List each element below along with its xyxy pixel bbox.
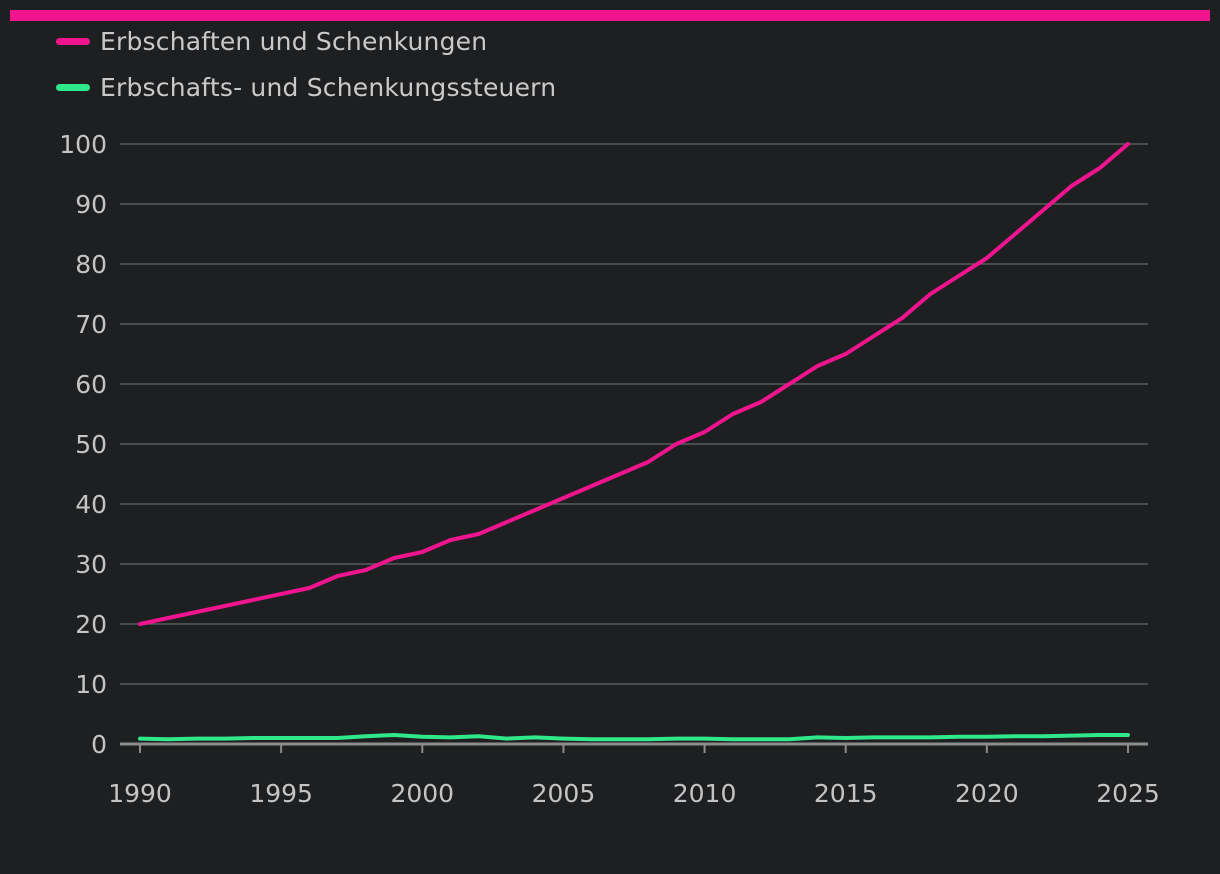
y-tick-label-20: 20 [75,610,107,639]
legend-swatch-inheritances [56,37,90,45]
y-tick-label-0: 0 [91,730,107,759]
x-tick-label-1990: 1990 [108,779,172,808]
legend-swatch-taxes [56,83,90,91]
gridlines [120,143,1148,685]
x-tick-label-2020: 2020 [955,779,1019,808]
x-axis-tick-labels: 1990 1995 2000 2005 2010 2015 2020 2025 [108,779,1160,808]
x-tick-label-1995: 1995 [249,779,313,808]
y-tick-label-100: 100 [59,130,107,159]
y-tick-label-30: 30 [75,550,107,579]
series-line-inheritances [138,142,1130,626]
x-tick-label-2015: 2015 [814,779,878,808]
accent-bar [10,10,1210,21]
series-line-taxes [138,733,1130,742]
y-tick-label-80: 80 [75,250,107,279]
x-tick-label-2005: 2005 [532,779,596,808]
x-tick-label-2010: 2010 [673,779,737,808]
y-tick-label-50: 50 [75,430,107,459]
legend-item-taxes[interactable]: Erbschafts- und Schenkungssteuern [56,70,556,104]
y-tick-label-90: 90 [75,190,107,219]
x-axis [120,742,1148,753]
y-tick-label-10: 10 [75,670,107,699]
series-lines [138,142,1130,742]
y-tick-label-40: 40 [75,490,107,519]
y-tick-label-60: 60 [75,370,107,399]
legend-label-taxes: Erbschafts- und Schenkungssteuern [100,72,557,102]
x-tick-label-2000: 2000 [390,779,454,808]
y-tick-label-70: 70 [75,310,107,339]
legend-label-inheritances: Erbschaften und Schenkungen [100,26,488,56]
chart-legend: Erbschaften und Schenkungen Erbschafts- … [56,24,556,116]
x-tick-label-2025: 2025 [1096,779,1160,808]
y-axis-tick-labels: 0 10 20 30 40 50 60 70 80 90 100 [59,130,107,759]
legend-item-inheritances[interactable]: Erbschaften und Schenkungen [56,24,556,58]
